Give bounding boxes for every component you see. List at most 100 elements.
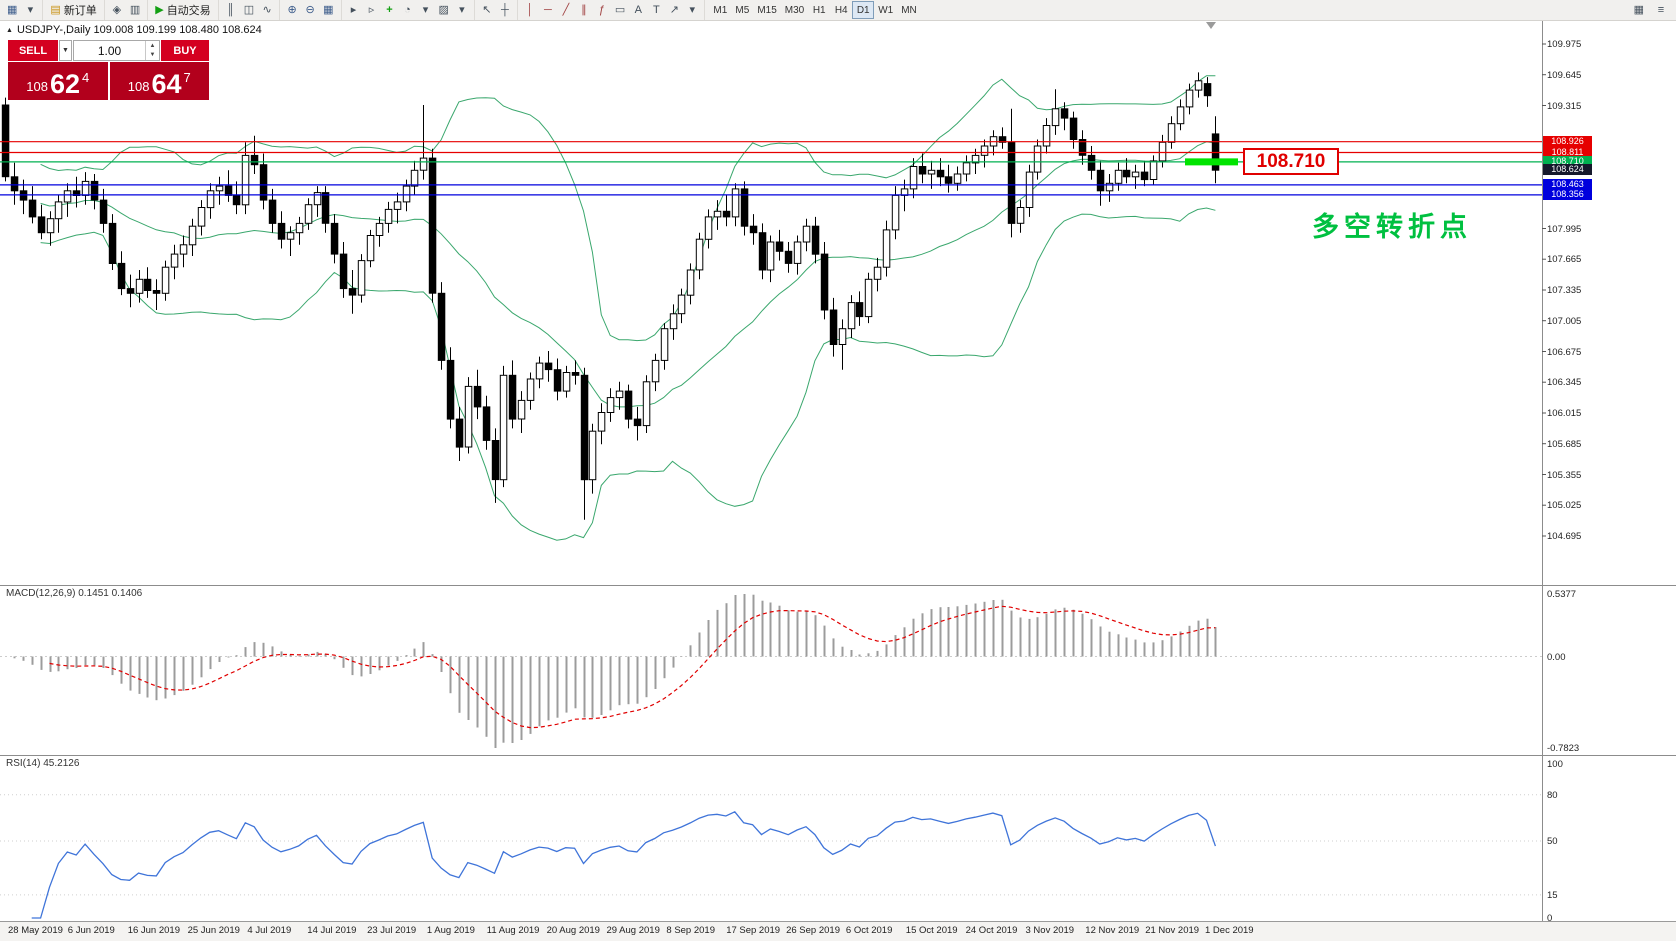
bid-quote[interactable]: 108 62 4 [8, 62, 108, 100]
tile-windows-icon: ▦ [323, 3, 334, 16]
time-axis-label[interactable]: 16 Jun 2019 [127, 925, 180, 936]
turning-point-annotation[interactable]: 多空转折点 [1312, 212, 1472, 242]
time-axis-label[interactable]: 3 Nov 2019 [1025, 925, 1075, 936]
volume-stepper[interactable]: ▲ ▼ [145, 41, 159, 60]
object-list-button[interactable]: ≡ [1652, 1, 1670, 19]
new-chart-button[interactable]: ▦ [3, 1, 21, 19]
tf-button-w1[interactable]: W1 [878, 4, 894, 16]
fibonacci-button[interactable]: ƒ [593, 1, 611, 19]
time-axis-label[interactable]: 29 Aug 2019 [606, 925, 660, 936]
cursor-icon: ↖ [482, 3, 492, 16]
cursor-button[interactable]: ↖ [478, 1, 496, 19]
list-icon: ≡ [1657, 3, 1665, 16]
macd-axis-label: -0.7823 [1547, 743, 1580, 754]
bid-frac: 4 [82, 70, 90, 85]
price-callout-box[interactable]: 108.710 [1243, 148, 1339, 175]
price-axis-label: 109.315 [1547, 100, 1582, 112]
timeframe-toolbar: M1 M5 M15 M30 H1 H4 D1 W1 MN [705, 0, 924, 20]
periods-icon: ◔ [404, 3, 411, 16]
time-axis-label[interactable]: 17 Sep 2019 [726, 925, 781, 936]
tf-button-mn[interactable]: MN [901, 4, 917, 16]
zoom-in-button[interactable]: ⊕ [283, 1, 301, 19]
time-axis-label[interactable]: 8 Sep 2019 [666, 925, 715, 936]
templates-button[interactable]: ▨ [435, 1, 453, 19]
tf-button-m1[interactable]: M1 [713, 4, 728, 16]
time-axis-label[interactable]: 1 Aug 2019 [426, 925, 475, 936]
tf-button-m5[interactable]: M5 [735, 4, 750, 16]
vertical-line-icon: │ [526, 3, 534, 16]
macd-layer [0, 594, 1542, 748]
periods-dropdown[interactable]: ▾ [417, 1, 435, 19]
time-axis-label[interactable]: 21 Nov 2019 [1145, 925, 1200, 936]
time-axis-label[interactable]: 28 May 2019 [8, 925, 63, 936]
time-axis-label[interactable]: 20 Aug 2019 [546, 925, 600, 936]
price-axis-label: 107.665 [1547, 254, 1582, 266]
vertical-line-button[interactable]: │ [521, 1, 539, 19]
periods-button[interactable]: ◔ [399, 1, 417, 19]
tile-windows-button[interactable]: ▦ [319, 1, 337, 19]
bar-chart-button[interactable]: ║ [222, 1, 240, 19]
collapse-triangle-icon[interactable]: ▲ [6, 26, 13, 34]
time-axis-label[interactable]: 24 Oct 2019 [965, 925, 1018, 936]
buy-button[interactable]: BUY [161, 40, 209, 61]
price-axis-label: 109.645 [1547, 69, 1582, 81]
volume-field[interactable]: 1.00 ▲ ▼ [73, 40, 160, 61]
time-axis-label[interactable]: 4 Jul 2019 [247, 925, 292, 936]
tf-button-m15[interactable]: M15 [757, 4, 777, 16]
price-axis-label: 106.345 [1547, 377, 1582, 389]
order-type-dropdown[interactable]: ▼ [59, 40, 72, 61]
candlestick-icon: ◫ [243, 3, 255, 16]
grid-toggle-button[interactable]: ▦ [1630, 1, 1648, 19]
channel-button[interactable]: ∥ [575, 1, 593, 19]
chart-shift-button[interactable]: ▹ [363, 1, 381, 19]
auto-scroll-button[interactable]: ▸ [345, 1, 363, 19]
time-axis-label[interactable]: 11 Aug 2019 [486, 925, 540, 936]
text-label-button[interactable]: T [647, 1, 665, 19]
new-chart-dropdown[interactable]: ▾ [21, 1, 39, 19]
market-watch-button[interactable]: ◈ [108, 1, 126, 19]
data-window-button[interactable]: ▥ [126, 1, 144, 19]
time-axis-label[interactable]: 1 Dec 2019 [1205, 925, 1254, 936]
new-order-button[interactable]: ▤ 新订单 [46, 1, 100, 19]
chart-shift-icon: ▹ [368, 3, 375, 16]
tf-button-h4[interactable]: H4 [834, 4, 848, 16]
frame-layer [0, 20, 1676, 921]
line-chart-button[interactable]: ∿ [258, 1, 276, 19]
horizontal-line-button[interactable]: ─ [539, 1, 557, 19]
time-axis-label[interactable]: 14 Jul 2019 [307, 925, 357, 936]
shapes-icon: ▭ [614, 3, 626, 16]
autotrade-button[interactable]: ▶ 自动交易 [151, 1, 214, 19]
time-axis-label[interactable]: 6 Jun 2019 [67, 925, 115, 936]
candlestick-button[interactable]: ◫ [240, 1, 258, 19]
tools-dropdown[interactable]: ▾ [683, 1, 701, 19]
templates-dropdown[interactable]: ▾ [453, 1, 471, 19]
channel-icon: ∥ [581, 3, 587, 16]
rsi-axis-label: 80 [1547, 789, 1558, 801]
time-axis-label[interactable]: 23 Jul 2019 [367, 925, 417, 936]
indicators-button[interactable]: + [381, 1, 399, 19]
time-axis-label[interactable]: 15 Oct 2019 [905, 925, 958, 936]
toolbar-right-group: ▦ ≡ [1630, 1, 1676, 19]
price-level-badge: 108.463 [1543, 179, 1592, 191]
time-axis-label[interactable]: 26 Sep 2019 [786, 925, 840, 936]
volume-up-icon[interactable]: ▲ [149, 42, 156, 49]
text-button[interactable]: A [629, 1, 647, 19]
sell-button[interactable]: SELL [8, 40, 58, 61]
tf-button-m30[interactable]: M30 [784, 4, 805, 16]
volume-value[interactable]: 1.00 [97, 43, 122, 58]
tf-button-h1[interactable]: H1 [812, 4, 826, 16]
volume-down-icon[interactable]: ▼ [149, 52, 156, 59]
arrows-button[interactable]: ↗ [665, 1, 683, 19]
top-toolbar: ▦ ▾ ▤ 新订单 ◈ ▥ ▶ 自动交易 ║ ◫ ∿ ⊕ ⊖ ▦ ▸ ▹ + ◔ ▾ ▨ ▾ ↖ ┼ │ ─ ╱ ∥ ƒ ▭ A T ↗ ▾ M… [0, 0, 1676, 21]
time-axis-label[interactable]: 12 Nov 2019 [1085, 925, 1140, 936]
tf-button-d1[interactable]: D1 [852, 1, 875, 19]
time-axis-label[interactable]: 6 Oct 2019 [845, 925, 893, 936]
shapes-button[interactable]: ▭ [611, 1, 629, 19]
crosshair-button[interactable]: ┼ [496, 1, 514, 19]
time-axis-label[interactable]: 25 Jun 2019 [187, 925, 240, 936]
trendline-button[interactable]: ╱ [557, 1, 575, 19]
chart-shift-marker[interactable] [1206, 22, 1216, 29]
zoom-out-button[interactable]: ⊖ [301, 1, 319, 19]
ask-quote[interactable]: 108 64 7 [109, 62, 209, 100]
